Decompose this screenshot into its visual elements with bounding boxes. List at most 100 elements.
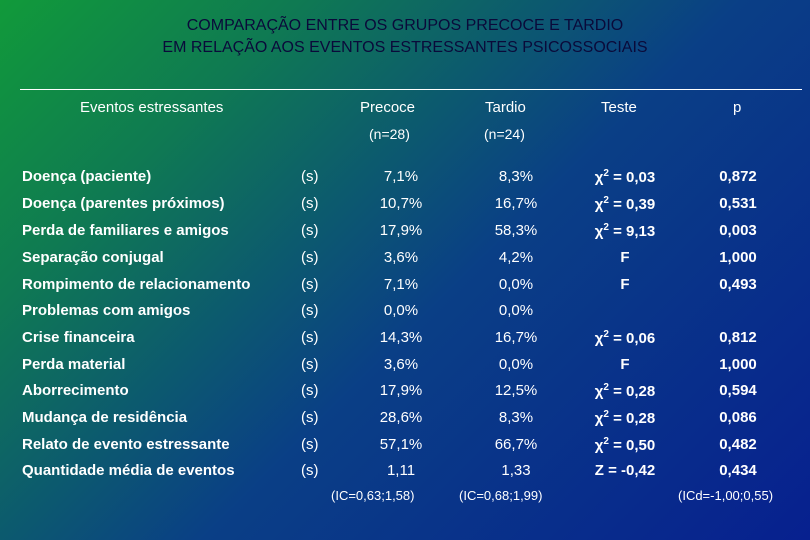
row-label: Doença (parentes próximos) [22, 195, 225, 212]
chi-symbol: χ [594, 169, 604, 186]
row-label: Doença (paciente) [22, 168, 152, 185]
row-teste-value: F [620, 356, 630, 373]
chi-symbol: χ [594, 383, 604, 400]
row-s-marker: (s) [301, 462, 319, 479]
row-label: Crise financeira [22, 329, 135, 346]
row-s-marker: (s) [301, 195, 319, 212]
chi-power: 2 [603, 195, 609, 206]
row-p-value: 0,434 [719, 462, 757, 479]
row-teste-value: χ2 = 0,28 [565, 409, 685, 427]
row-s-marker: (s) [301, 302, 319, 319]
row-precoce-value: 1,11 [386, 462, 416, 479]
test-statistic: = 0,39 [608, 196, 656, 213]
chi-power: 2 [603, 222, 609, 233]
chi-power: 2 [603, 436, 609, 447]
title-line-1: COMPARAÇÃO ENTRE OS GRUPOS PRECOCE E TAR… [186, 17, 624, 34]
row-s-marker: (s) [301, 249, 319, 266]
row-tardio-value: 66,7% [494, 436, 538, 453]
row-label: Mudança de residência [22, 409, 188, 426]
row-s-marker: (s) [301, 329, 319, 346]
test-statistic: = 0,28 [608, 410, 656, 427]
test-statistic: = 0,28 [608, 383, 656, 400]
row-s-marker: (s) [301, 276, 319, 293]
header-teste: Teste [601, 99, 637, 116]
chi-symbol: χ [594, 330, 604, 347]
row-teste-value: χ2 = 0,28 [565, 382, 685, 400]
row-precoce-value: 3,6% [383, 249, 419, 266]
row-tardio-value: 58,3% [494, 222, 538, 239]
row-teste-value: Z = -0,42 [594, 462, 656, 479]
row-teste-value: χ2 = 9,13 [565, 222, 685, 240]
row-precoce-value: 28,6% [379, 409, 423, 426]
row-precoce-value: 7,1% [383, 276, 419, 293]
row-precoce-value: 14,3% [379, 329, 423, 346]
chi-symbol: χ [594, 223, 604, 240]
header-precoce-n: (n=28) [369, 126, 410, 142]
header-tardio-n: (n=24) [484, 126, 525, 142]
row-tardio-value: 12,5% [494, 382, 538, 399]
row-tardio-value: 16,7% [494, 195, 538, 212]
chi-symbol: χ [594, 437, 604, 454]
row-precoce-value: 17,9% [379, 222, 423, 239]
row-s-marker: (s) [301, 436, 319, 453]
row-label: Separação conjugal [22, 249, 164, 266]
row-label: Rompimento de relacionamento [22, 276, 251, 293]
row-s-marker: (s) [301, 168, 319, 185]
chi-power: 2 [603, 329, 609, 340]
chi-power: 2 [603, 409, 609, 420]
row-teste-value: F [620, 276, 630, 293]
row-s-marker: (s) [301, 222, 319, 239]
row-teste-value: χ2 = 0,39 [565, 195, 685, 213]
row-p-value: 0,003 [719, 222, 757, 239]
row-p-value: 0,594 [719, 382, 757, 399]
row-label: Aborrecimento [22, 382, 129, 399]
header-p: p [733, 99, 742, 116]
row-tardio-value: 16,7% [494, 329, 538, 346]
row-tardio-value: 0,0% [498, 276, 534, 293]
row-p-value: 0,482 [719, 436, 757, 453]
row-p-value: 1,000 [719, 356, 757, 373]
row-teste-value: χ2 = 0,06 [565, 329, 685, 347]
header-precoce: Precoce [360, 99, 416, 116]
chi-symbol: χ [594, 196, 604, 213]
header-tardio: Tardio [485, 99, 526, 116]
chi-power: 2 [603, 382, 609, 393]
test-statistic: = 0,06 [608, 330, 656, 347]
row-precoce-value: 57,1% [379, 436, 423, 453]
note-tardio-ic: (IC=0,68;1,99) [459, 488, 543, 503]
row-label: Problemas com amigos [22, 302, 191, 319]
chi-symbol: χ [594, 410, 604, 427]
row-teste-value: F [620, 249, 630, 266]
row-s-marker: (s) [301, 382, 319, 399]
row-tardio-value: 0,0% [498, 302, 534, 319]
row-precoce-value: 17,9% [379, 382, 423, 399]
note-precoce-ic: (IC=0,63;1,58) [331, 488, 415, 503]
row-tardio-value: 8,3% [498, 168, 534, 185]
row-precoce-value: 7,1% [383, 168, 419, 185]
row-p-value: 0,086 [719, 409, 757, 426]
row-p-value: 0,531 [719, 195, 757, 212]
chi-power: 2 [603, 168, 609, 179]
row-label: Quantidade média de eventos [22, 462, 235, 479]
row-s-marker: (s) [301, 409, 319, 426]
test-statistic: = 9,13 [608, 223, 656, 240]
row-teste-value: χ2 = 0,50 [565, 436, 685, 454]
row-p-value: 0,872 [719, 168, 757, 185]
header-divider [20, 89, 802, 90]
test-statistic: = 0,03 [608, 169, 656, 186]
row-label: Perda material [22, 356, 126, 373]
row-p-value: 0,493 [719, 276, 757, 293]
row-precoce-value: 10,7% [379, 195, 423, 212]
header-eventos: Eventos estressantes [80, 99, 224, 116]
row-precoce-value: 3,6% [383, 356, 419, 373]
row-s-marker: (s) [301, 356, 319, 373]
row-tardio-value: 8,3% [498, 409, 534, 426]
row-teste-value: χ2 = 0,03 [565, 168, 685, 186]
row-label: Perda de familiares e amigos [22, 222, 229, 239]
title-line-2: EM RELAÇÃO AOS EVENTOS ESTRESSANTES PSIC… [162, 39, 648, 56]
row-label: Relato de evento estressante [22, 436, 230, 453]
row-tardio-value: 0,0% [498, 356, 534, 373]
row-precoce-value: 0,0% [383, 302, 419, 319]
row-p-value: 0,812 [719, 329, 757, 346]
row-tardio-value: 1,33 [501, 462, 531, 479]
